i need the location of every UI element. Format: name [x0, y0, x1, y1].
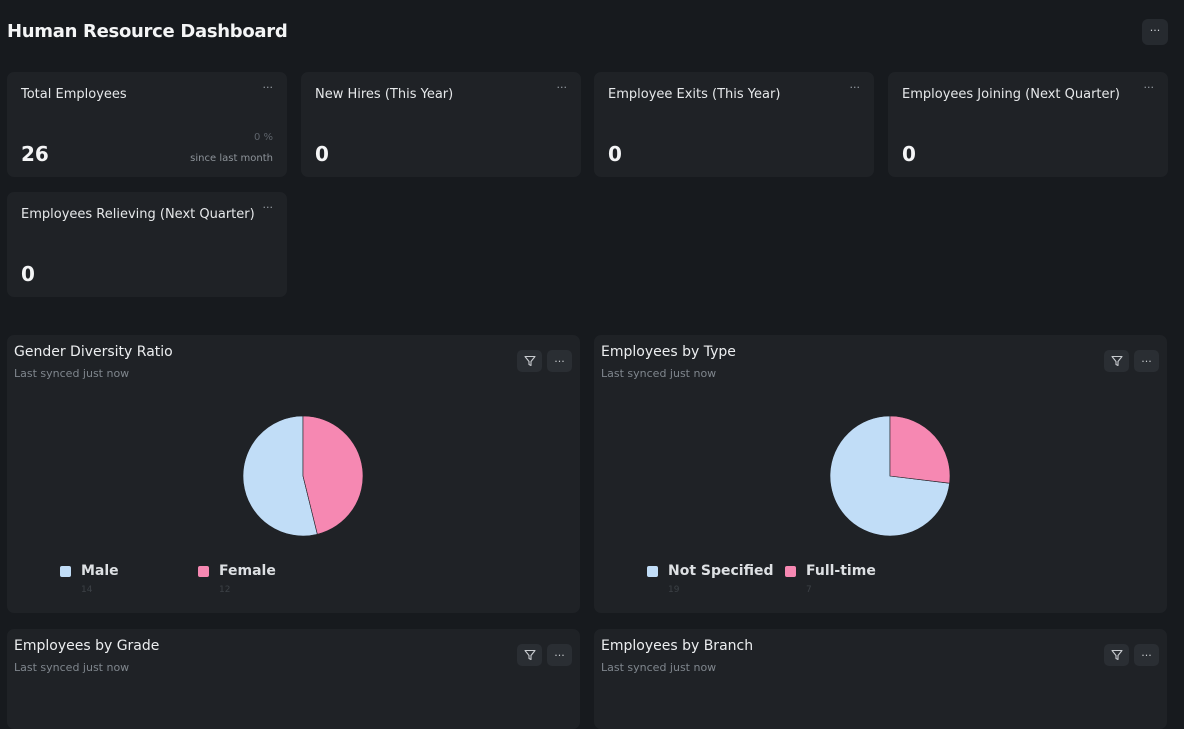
chart-card-employees-by-type: Employees by Type Last synced just now ·…	[594, 335, 1167, 613]
more-icon: ···	[554, 354, 565, 368]
filter-button[interactable]	[1104, 644, 1129, 666]
card-title: Total Employees	[21, 87, 127, 102]
chart-title: Gender Diversity Ratio	[14, 344, 173, 360]
gender-pie-chart	[242, 415, 364, 537]
card-change: 0 %	[253, 132, 273, 143]
legend-item-not-specified: Not Specified	[647, 561, 774, 581]
chart-title: Employees by Type	[601, 344, 736, 360]
filter-button[interactable]	[1104, 350, 1129, 372]
legend-swatch	[198, 565, 209, 577]
legend-swatch	[785, 565, 796, 577]
chart-card-employees-by-grade: Employees by Grade Last synced just now …	[7, 629, 580, 729]
card-new-hires: New Hires (This Year) ··· 0	[301, 72, 581, 177]
page-title: Human Resource Dashboard	[7, 21, 288, 42]
chart-menu-button[interactable]: ···	[1134, 350, 1159, 372]
card-value: 0	[902, 142, 916, 166]
employee-type-pie-chart	[829, 415, 951, 537]
card-value: 0	[21, 262, 35, 286]
card-since: since last month	[190, 153, 273, 164]
card-value: 0	[315, 142, 329, 166]
chart-subtitle: Last synced just now	[14, 367, 130, 380]
legend-count: 14	[81, 585, 93, 595]
chart-subtitle: Last synced just now	[601, 661, 717, 674]
chart-card-employees-by-branch: Employees by Branch Last synced just now…	[594, 629, 1167, 729]
filter-icon	[523, 355, 536, 367]
chart-card-gender-diversity: Gender Diversity Ratio Last synced just …	[7, 335, 580, 613]
filter-icon	[1110, 649, 1123, 661]
legend-count: 19	[668, 585, 680, 595]
card-employees-relieving: Employees Relieving (Next Quarter) ··· 0	[7, 192, 287, 297]
card-menu-button[interactable]: ···	[262, 81, 274, 94]
filter-button[interactable]	[517, 350, 542, 372]
legend-swatch	[60, 565, 71, 577]
card-total-employees: Total Employees ··· 26 0 % since last mo…	[7, 72, 287, 177]
pie-slice-male[interactable]	[242, 415, 318, 537]
filter-icon	[523, 649, 536, 661]
pie-slice-full-time[interactable]	[889, 415, 951, 484]
legend-label: Full-time	[806, 563, 876, 579]
card-employees-joining: Employees Joining (Next Quarter) ··· 0	[888, 72, 1168, 177]
card-menu-button[interactable]: ···	[262, 201, 274, 214]
filter-button[interactable]	[517, 644, 542, 666]
card-title: Employees Relieving (Next Quarter)	[21, 207, 255, 222]
more-icon: ···	[1141, 354, 1152, 368]
card-value: 26	[21, 142, 49, 166]
legend-count: 12	[219, 585, 231, 595]
card-title: Employees Joining (Next Quarter)	[902, 87, 1120, 102]
card-menu-button[interactable]: ···	[1143, 81, 1155, 94]
legend-item-female: Female	[198, 561, 276, 581]
card-value: 0	[608, 142, 622, 166]
card-menu-button[interactable]: ···	[556, 81, 568, 94]
more-icon: ···	[554, 648, 565, 662]
filter-icon	[1110, 355, 1123, 367]
legend-label: Female	[219, 563, 276, 579]
legend-label: Male	[81, 563, 119, 579]
legend-item-male: Male	[60, 561, 119, 581]
chart-menu-button[interactable]: ···	[547, 644, 572, 666]
card-employee-exits: Employee Exits (This Year) ··· 0	[594, 72, 874, 177]
legend-count: 7	[806, 585, 812, 595]
card-title: Employee Exits (This Year)	[608, 87, 781, 102]
dashboard-menu-button[interactable]: ···	[1142, 19, 1168, 45]
pie-slice-female[interactable]	[302, 415, 364, 535]
chart-title: Employees by Grade	[14, 638, 160, 654]
card-title: New Hires (This Year)	[315, 87, 454, 102]
chart-menu-button[interactable]: ···	[547, 350, 572, 372]
legend-item-full-time: Full-time	[785, 561, 876, 581]
chart-title: Employees by Branch	[601, 638, 754, 654]
legend-label: Not Specified	[668, 563, 774, 579]
chart-subtitle: Last synced just now	[601, 367, 717, 380]
legend-swatch	[647, 565, 658, 577]
card-menu-button[interactable]: ···	[849, 81, 861, 94]
chart-subtitle: Last synced just now	[14, 661, 130, 674]
more-icon: ···	[1141, 648, 1152, 662]
chart-menu-button[interactable]: ···	[1134, 644, 1159, 666]
